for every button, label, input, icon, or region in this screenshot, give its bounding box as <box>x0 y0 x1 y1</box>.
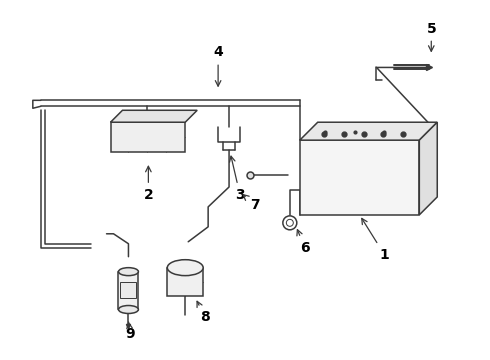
Bar <box>167 268 203 296</box>
Ellipse shape <box>119 268 138 276</box>
Text: 2: 2 <box>144 166 153 202</box>
Text: 5: 5 <box>426 22 436 51</box>
Text: 4: 4 <box>213 45 223 86</box>
Text: 8: 8 <box>197 301 210 324</box>
Bar <box>121 282 136 298</box>
Polygon shape <box>300 122 437 140</box>
Bar <box>119 272 138 310</box>
Polygon shape <box>111 110 197 122</box>
Text: 1: 1 <box>362 219 390 262</box>
Text: 9: 9 <box>125 322 135 341</box>
Ellipse shape <box>119 306 138 314</box>
Ellipse shape <box>167 260 203 276</box>
Bar <box>300 140 419 215</box>
Text: 6: 6 <box>297 230 310 255</box>
Text: 3: 3 <box>229 156 245 202</box>
Text: 7: 7 <box>243 195 260 212</box>
Bar <box>111 122 185 152</box>
Polygon shape <box>419 122 437 215</box>
